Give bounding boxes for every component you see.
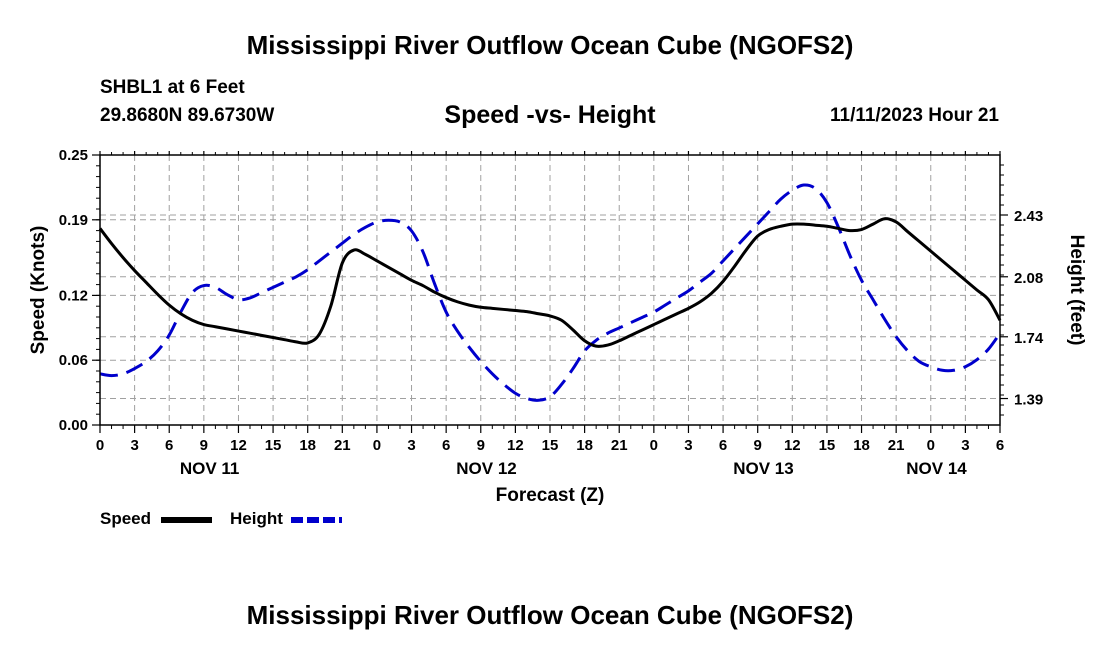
- x-tick-label: 9: [754, 437, 762, 454]
- x-tick-label: 12: [507, 437, 524, 454]
- series-layer: [98, 183, 1002, 402]
- chart-subtitle: Speed -vs- Height: [444, 101, 656, 129]
- legend-height-label: Height: [230, 509, 283, 528]
- x-tick-label: 0: [373, 437, 381, 454]
- x-tick-label: 21: [611, 437, 628, 454]
- x-tick-label: 18: [576, 437, 593, 454]
- station-name: SHBL1 at 6 Feet: [100, 77, 245, 98]
- date-label: NOV 11: [180, 459, 240, 478]
- date-label: NOV 12: [456, 459, 516, 478]
- x-tick-label: 18: [853, 437, 870, 454]
- y-tick-label: 0.19: [59, 212, 88, 229]
- axis-labels: 0 3 6 9 12 15 18 21 0 3 6 9 12 15 18 21 0 3 6 9 12 15 18 21 0 3 6 0…: [28, 147, 1087, 506]
- axis-ticks: [92, 151, 1008, 433]
- x-tick-label: 0: [96, 437, 104, 454]
- date-label: NOV 13: [733, 459, 793, 478]
- x-tick-label: 6: [719, 437, 727, 454]
- x-tick-label: 15: [542, 437, 559, 454]
- bottom-title: Mississippi River Outflow Ocean Cube (NG…: [246, 600, 854, 630]
- y2-tick-label: 1.74: [1014, 330, 1044, 347]
- x-tick-label: 9: [477, 437, 485, 454]
- x-tick-label: 6: [996, 437, 1004, 454]
- station-coordinates: 29.8680N 89.6730W: [100, 105, 275, 126]
- y2-tick-label: 2.08: [1014, 270, 1043, 287]
- x-tick-label: 15: [819, 437, 836, 454]
- forecast-datetime: 11/11/2023 Hour 21: [829, 105, 999, 126]
- y-tick-label: 0.12: [59, 287, 88, 304]
- chart-main-title: Mississippi River Outflow Ocean Cube (NG…: [246, 30, 854, 60]
- x-tick-label: 3: [961, 437, 969, 454]
- x-tick-label: 9: [200, 437, 208, 454]
- y2-tick-label: 2.43: [1014, 208, 1043, 225]
- grid: [100, 155, 1000, 425]
- height-series-line: [99, 183, 1002, 402]
- x-tick-label: 3: [130, 437, 138, 454]
- x-tick-label: 12: [230, 437, 247, 454]
- x-axis-title: Forecast (Z): [496, 485, 605, 506]
- x-tick-label: 18: [299, 437, 316, 454]
- x-tick-label: 12: [784, 437, 801, 454]
- y-tick-label: 0.00: [59, 417, 88, 434]
- date-label: NOV 14: [906, 459, 967, 478]
- x-tick-label: 3: [407, 437, 415, 454]
- x-tick-label: 21: [888, 437, 905, 454]
- x-tick-label: 0: [927, 437, 935, 454]
- y-tick-label: 0.06: [59, 352, 88, 369]
- y-tick-label: 0.25: [59, 147, 88, 164]
- legend-speed-label: Speed: [100, 509, 152, 528]
- x-tick-label: 3: [684, 437, 692, 454]
- y-axis-title: Speed (Knots): [28, 226, 49, 355]
- x-tick-label: 0: [650, 437, 658, 454]
- y2-tick-label: 1.39: [1014, 392, 1043, 409]
- x-tick-label: 21: [334, 437, 351, 454]
- speed-series-line: [98, 217, 1002, 348]
- speed-height-chart: 0 3 6 9 12 15 18 21 0 3 6 9 12 15 18 21 0 3 6 9 12 15 18 21 0 3 6 0…: [28, 147, 1087, 523]
- x-tick-label: 6: [165, 437, 173, 454]
- x-tick-label: 6: [442, 437, 450, 454]
- y2-axis-title: Height (feet): [1066, 235, 1087, 346]
- x-tick-label: 15: [265, 437, 282, 454]
